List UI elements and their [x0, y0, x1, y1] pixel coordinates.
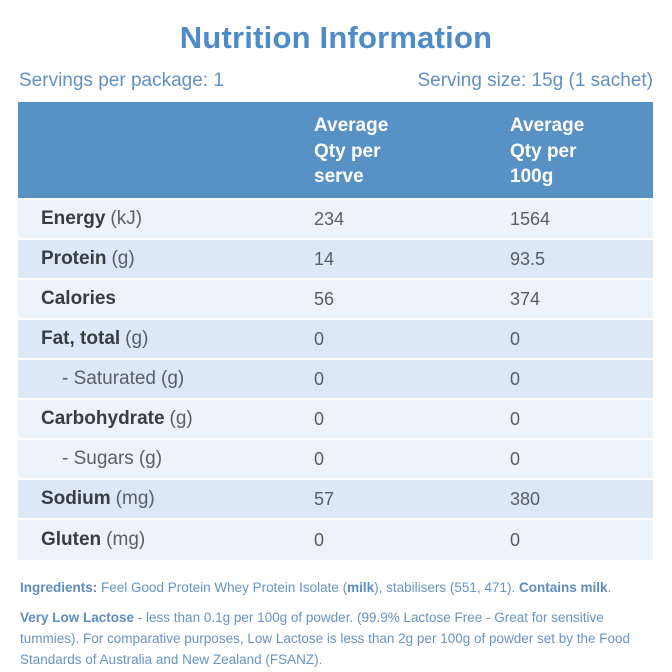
value-per-100g: 1564 — [510, 208, 551, 229]
row-label: - Saturated (g) — [62, 368, 185, 389]
row-unit: (g) — [169, 408, 193, 429]
value-per-serve: 0 — [314, 328, 325, 349]
row-label: - Sugars (g) — [62, 448, 163, 469]
value-per-100g: 0 — [510, 328, 521, 349]
column-header-per-serve: Average Qty per serve — [314, 115, 389, 188]
row-label: Fat, total (g) — [41, 328, 149, 349]
value-per-100g: 93.5 — [510, 248, 546, 269]
footer-notes: Ingredients: Feel Good Protein Whey Prot… — [18, 578, 654, 671]
page-title: Nutrition Information — [179, 20, 493, 55]
table-row-fat-total: Fat, total (g) 0 0 — [18, 320, 653, 360]
column-header-per-100g: Average Qty per 100g — [510, 115, 585, 188]
value-per-100g: 380 — [510, 488, 541, 509]
row-unit: (g) — [138, 448, 163, 469]
row-unit: (kJ) — [110, 208, 143, 229]
row-unit: (g) — [161, 368, 185, 389]
ingredients-text: Ingredients: Feel Good Protein Whey Prot… — [20, 580, 612, 595]
servings-per-package: Servings per package: 1 — [19, 70, 224, 91]
table-row-saturated: - Saturated (g) 0 0 — [18, 360, 653, 400]
table-row-gluten: Gluten (mg) 0 0 — [18, 520, 653, 560]
serving-info: Servings per package: 1 Serving size: 15… — [18, 70, 654, 92]
table-row-calories: Calories 56 374 — [18, 280, 653, 320]
value-per-serve: 0 — [314, 368, 325, 389]
table-row-energy: Energy (kJ) 234 1564 — [18, 200, 653, 240]
row-unit: (g) — [125, 328, 149, 349]
value-per-serve: 14 — [314, 248, 335, 269]
row-label: Calories — [41, 288, 116, 309]
row-label: Sodium (mg) — [41, 488, 155, 509]
value-per-serve: 0 — [314, 529, 325, 550]
value-per-100g: 374 — [510, 288, 541, 309]
value-per-serve: 234 — [314, 208, 345, 229]
nutrition-table: Average Qty per serve Average Qty per 10… — [18, 102, 653, 560]
table-row-sodium: Sodium (mg) 57 380 — [18, 480, 653, 520]
serving-size: Serving size: 15g (1 sachet) — [417, 70, 653, 91]
value-per-serve: 57 — [314, 488, 335, 509]
lactose-text: Very Low Lactose - less than 0.1g per 10… — [20, 609, 631, 667]
row-label: Gluten (mg) — [41, 529, 146, 550]
table-row-carbohydrate: Carbohydrate (g) 0 0 — [18, 400, 653, 440]
value-per-100g: 0 — [510, 368, 521, 389]
value-per-serve: 0 — [314, 408, 325, 429]
value-per-serve: 0 — [314, 448, 325, 469]
table-row-sugars: - Sugars (g) 0 0 — [18, 440, 653, 480]
table-row-protein: Protein (g) 14 93.5 — [18, 240, 653, 280]
value-per-serve: 56 — [314, 288, 335, 309]
value-per-100g: 0 — [510, 448, 521, 469]
row-label: Protein (g) — [41, 248, 135, 269]
table-header-row: Average Qty per serve Average Qty per 10… — [18, 102, 653, 198]
row-label: Energy (kJ) — [41, 208, 143, 229]
row-unit: (mg) — [115, 488, 155, 509]
row-unit: (g) — [111, 248, 135, 269]
row-label: Carbohydrate (g) — [41, 408, 193, 429]
value-per-100g: 0 — [510, 529, 521, 550]
value-per-100g: 0 — [510, 408, 521, 429]
row-unit: (mg) — [106, 529, 146, 550]
